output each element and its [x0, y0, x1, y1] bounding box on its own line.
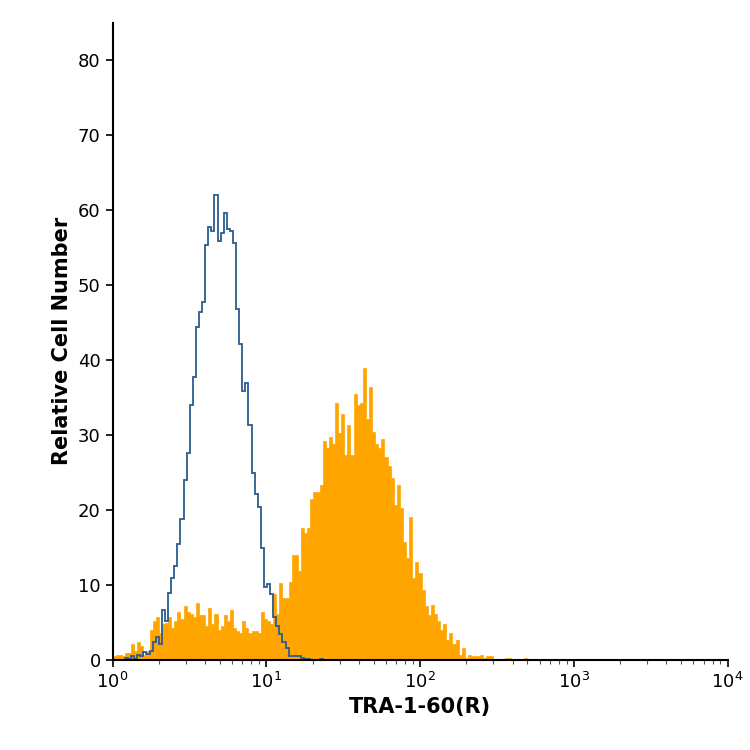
X-axis label: TRA-1-60(R): TRA-1-60(R) — [349, 698, 491, 718]
Y-axis label: Relative Cell Number: Relative Cell Number — [53, 217, 73, 465]
